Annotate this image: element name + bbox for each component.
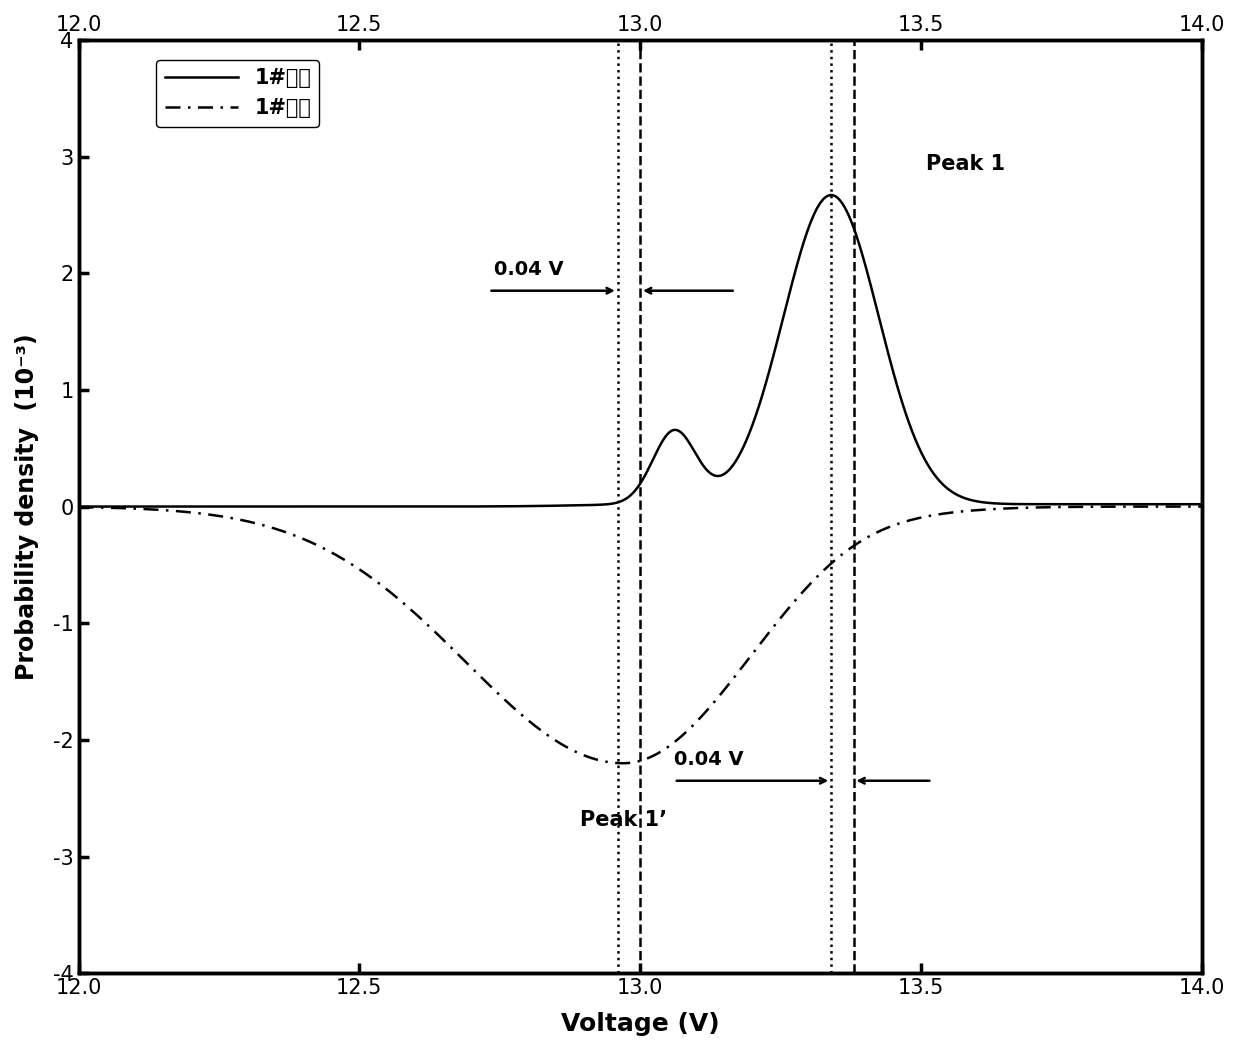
X-axis label: Voltage (V): Voltage (V)	[560, 1012, 719, 1036]
Y-axis label: Probability density  (10⁻³): Probability density (10⁻³)	[15, 333, 38, 680]
1#充电	[1194, 498, 1209, 511]
1#充电	[265, 500, 280, 513]
1#放电	[265, 521, 280, 534]
1#充电	[502, 500, 517, 513]
Line: 1#放电: 1#放电	[78, 507, 1202, 763]
1#充电	[551, 499, 565, 512]
Text: 0.04 V: 0.04 V	[673, 750, 744, 769]
1#放电	[200, 508, 215, 520]
1#充电	[71, 500, 86, 513]
Legend: 1#充电, 1#放电: 1#充电, 1#放电	[156, 60, 320, 127]
1#充电	[1052, 498, 1066, 511]
1#放电	[616, 757, 631, 769]
1#充电	[1173, 498, 1188, 511]
Text: Peak 1: Peak 1	[926, 154, 1006, 174]
Line: 1#充电: 1#充电	[78, 195, 1202, 507]
Text: 0.04 V: 0.04 V	[494, 260, 564, 280]
1#充电	[200, 500, 215, 513]
1#放电	[1052, 500, 1066, 513]
Text: Peak 1’: Peak 1’	[580, 810, 667, 830]
1#放电	[1173, 500, 1188, 513]
1#放电	[551, 736, 565, 748]
1#放电	[71, 501, 86, 514]
1#放电	[1194, 500, 1209, 513]
1#充电	[823, 189, 838, 202]
1#放电	[502, 698, 517, 710]
